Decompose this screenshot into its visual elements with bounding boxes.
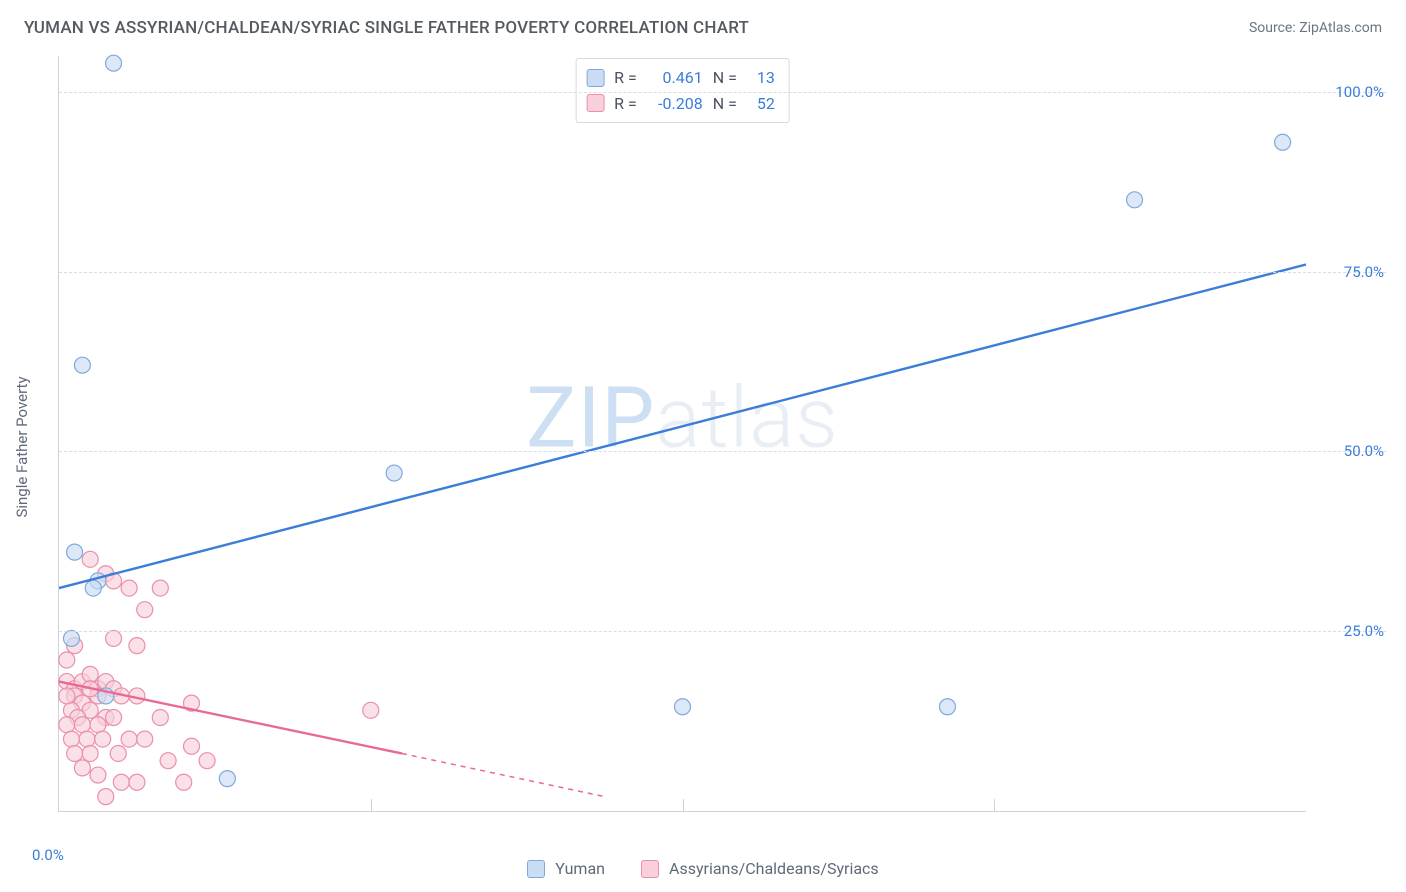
y-tick-label: 100.0% (1335, 83, 1384, 101)
plot-area: ZIPatlas R = 0.461 N = 13 R = -0.208 N =… (58, 56, 1306, 812)
chart-title: YUMAN VS ASSYRIAN/CHALDEAN/SYRIAC SINGLE… (24, 18, 749, 38)
legend-swatch-assyrian (641, 860, 659, 878)
y-axis-label: Single Father Poverty (13, 376, 31, 517)
chart-svg (59, 56, 1306, 811)
y-tick-label: 50.0% (1344, 442, 1384, 460)
legend-item-yuman: Yuman (527, 859, 605, 878)
legend-swatch-yuman (527, 860, 545, 878)
chart-container: Single Father Poverty ZIPatlas R = 0.461… (32, 56, 1386, 838)
legend-label-yuman: Yuman (555, 859, 605, 878)
legend-item-assyrian: Assyrians/Chaldeans/Syriacs (641, 859, 879, 878)
source-attribution: Source: ZipAtlas.com (1249, 20, 1382, 36)
y-tick-label: 75.0% (1344, 263, 1384, 281)
legend-label-assyrian: Assyrians/Chaldeans/Syriacs (669, 859, 879, 878)
bottom-legend: Yuman Assyrians/Chaldeans/Syriacs (0, 859, 1406, 878)
y-tick-label: 25.0% (1344, 622, 1384, 640)
